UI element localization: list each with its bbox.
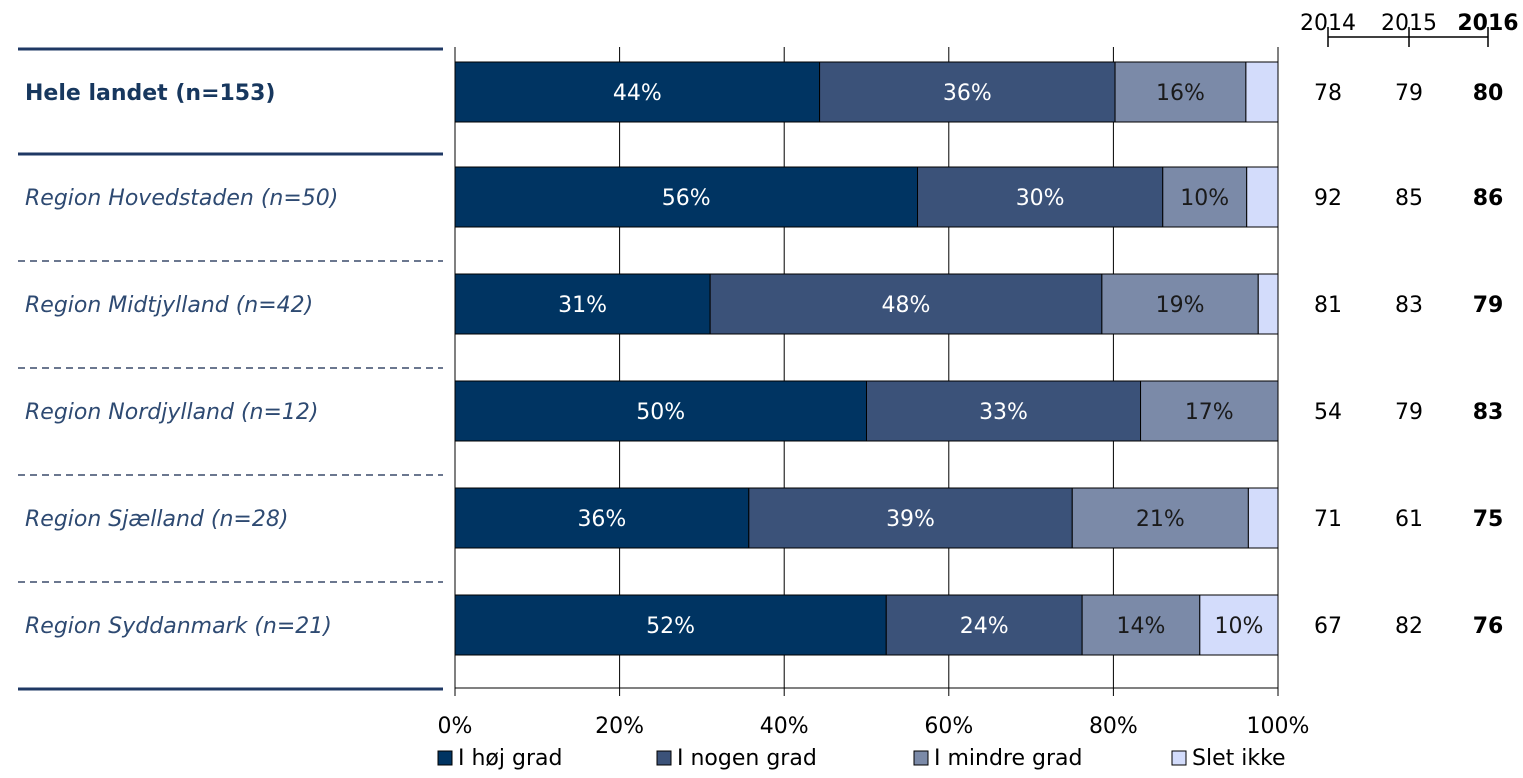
year-value: 83	[1473, 400, 1504, 425]
bar-segment	[1071, 487, 1249, 549]
bar-segment	[819, 61, 1116, 123]
bar-segment	[1199, 594, 1279, 656]
legend-label: Slet ikke	[1192, 746, 1286, 771]
bar-segment	[454, 273, 711, 335]
data-label: 36%	[577, 507, 626, 532]
data-label: 50%	[636, 400, 685, 425]
category-label: Hele landet (n=153)	[25, 81, 275, 106]
data-label: 31%	[558, 293, 607, 318]
year-value: 83	[1395, 293, 1423, 318]
bar-segment	[1246, 166, 1279, 228]
data-label: 21%	[1136, 507, 1185, 532]
x-tick-label: 80%	[1089, 714, 1138, 739]
bar-segment	[1114, 61, 1247, 123]
category-label: Region Syddanmark (n=21)	[25, 614, 332, 639]
year-value: 80	[1473, 81, 1504, 106]
bar-segment	[1247, 487, 1279, 549]
year-value: 85	[1395, 186, 1423, 211]
x-tick-label: 40%	[760, 714, 809, 739]
year-value: 67	[1314, 614, 1342, 639]
year-value: 92	[1314, 186, 1342, 211]
bar-segment	[454, 380, 867, 442]
year-value: 81	[1314, 293, 1342, 318]
data-label: 44%	[613, 81, 662, 106]
data-label: 16%	[1156, 81, 1205, 106]
data-label: 33%	[979, 400, 1028, 425]
category-label: Region Nordjylland (n=12)	[25, 400, 319, 425]
year-value: 79	[1395, 81, 1423, 106]
year-value: 79	[1473, 293, 1504, 318]
data-label: 30%	[1016, 186, 1065, 211]
bar-segment	[709, 273, 1103, 335]
year-value: 71	[1314, 507, 1342, 532]
year-value: 82	[1395, 614, 1423, 639]
bar-segment	[1081, 594, 1201, 656]
bar-segment	[454, 61, 821, 123]
year-value: 86	[1473, 186, 1504, 211]
legend-swatch	[913, 750, 929, 766]
x-tick-label: 20%	[595, 714, 644, 739]
data-label: 10%	[1180, 186, 1229, 211]
year-value: 79	[1395, 400, 1423, 425]
data-label: 36%	[943, 81, 992, 106]
category-label: Region Hovedstaden (n=50)	[25, 186, 338, 211]
bar-segment	[454, 594, 887, 656]
data-label: 10%	[1214, 614, 1263, 639]
year-value: 78	[1314, 81, 1342, 106]
x-tick-label: 0%	[438, 714, 473, 739]
data-label: 39%	[886, 507, 935, 532]
legend-swatch	[1171, 750, 1187, 766]
bar-segment	[1245, 61, 1279, 123]
x-tick-label: 100%	[1247, 714, 1310, 739]
data-label: 52%	[646, 614, 695, 639]
bar-segment	[454, 166, 919, 228]
x-tick-label: 60%	[924, 714, 973, 739]
bar-segment	[1140, 380, 1279, 442]
data-label: 48%	[882, 293, 931, 318]
category-label: Region Midtjylland (n=42)	[25, 293, 313, 318]
year-value: 76	[1473, 614, 1504, 639]
bar-segment	[917, 166, 1164, 228]
legend-label: I nogen grad	[677, 746, 817, 771]
year-value: 54	[1314, 400, 1342, 425]
bar-segment	[1257, 273, 1279, 335]
legend-label: I høj grad	[458, 746, 562, 771]
legend-label: I mindre grad	[934, 746, 1082, 771]
data-label: 24%	[960, 614, 1009, 639]
bar-segment	[885, 594, 1083, 656]
legend-swatch	[437, 750, 453, 766]
data-label: 56%	[662, 186, 711, 211]
data-label: 17%	[1185, 400, 1234, 425]
bar-segment	[454, 487, 750, 549]
data-label: 14%	[1117, 614, 1166, 639]
category-label: Region Sjælland (n=28)	[25, 507, 288, 532]
data-label: 19%	[1156, 293, 1205, 318]
year-value: 61	[1395, 507, 1423, 532]
year-value: 75	[1473, 507, 1504, 532]
legend-swatch	[656, 750, 672, 766]
bar-segment	[748, 487, 1073, 549]
bar-segment	[866, 380, 1142, 442]
